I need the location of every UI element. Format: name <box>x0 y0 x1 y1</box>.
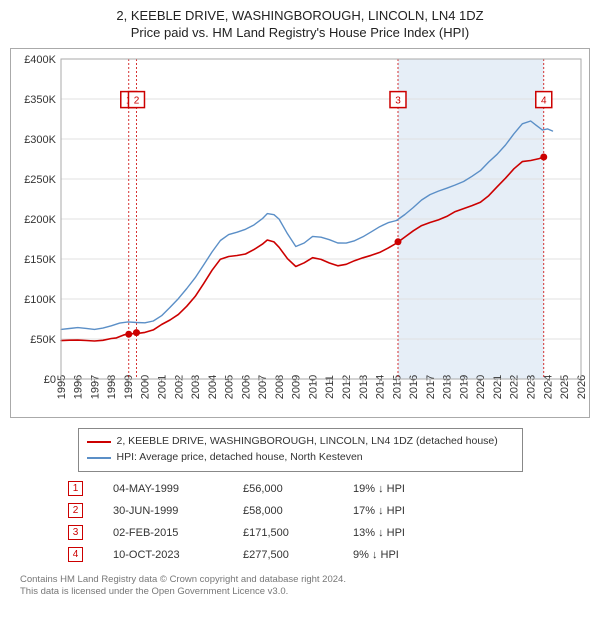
sale-row: 1 04-MAY-1999 £56,000 19% ↓ HPI <box>60 478 540 500</box>
sale-date: 02-FEB-2015 <box>113 527 213 539</box>
svg-text:2013: 2013 <box>358 375 370 399</box>
svg-text:2018: 2018 <box>442 375 454 399</box>
svg-text:3: 3 <box>395 96 401 107</box>
sale-marker: 4 <box>68 547 83 562</box>
svg-text:2023: 2023 <box>526 375 538 399</box>
legend-row-hpi: HPI: Average price, detached house, Nort… <box>87 450 514 466</box>
svg-text:2002: 2002 <box>173 375 185 399</box>
svg-text:2003: 2003 <box>190 375 202 399</box>
svg-text:1998: 1998 <box>106 375 118 399</box>
svg-text:2000: 2000 <box>140 375 152 399</box>
title-line-2: Price paid vs. HM Land Registry's House … <box>10 25 590 40</box>
chart-title-block: 2, KEEBLE DRIVE, WASHINGBOROUGH, LINCOLN… <box>0 0 600 44</box>
svg-text:2019: 2019 <box>458 375 470 399</box>
svg-text:1996: 1996 <box>73 375 85 399</box>
sale-date: 04-MAY-1999 <box>113 483 213 495</box>
svg-text:£200K: £200K <box>24 214 56 226</box>
svg-text:1997: 1997 <box>89 375 101 399</box>
legend-swatch-price <box>87 441 111 443</box>
sale-delta: 19% ↓ HPI <box>353 483 433 495</box>
legend-label-hpi: HPI: Average price, detached house, Nort… <box>117 450 363 466</box>
sale-date: 10-OCT-2023 <box>113 549 213 561</box>
svg-text:2024: 2024 <box>542 375 554 399</box>
sale-price: £277,500 <box>243 549 323 561</box>
svg-text:£100K: £100K <box>24 294 56 306</box>
svg-text:2012: 2012 <box>341 375 353 399</box>
svg-text:£300K: £300K <box>24 134 56 146</box>
svg-text:1995: 1995 <box>56 375 68 399</box>
sale-row: 4 10-OCT-2023 £277,500 9% ↓ HPI <box>60 544 540 566</box>
svg-text:£150K: £150K <box>24 254 56 266</box>
svg-text:1999: 1999 <box>123 375 135 399</box>
sale-delta: 17% ↓ HPI <box>353 505 433 517</box>
sale-delta: 9% ↓ HPI <box>353 549 433 561</box>
svg-text:2005: 2005 <box>224 375 236 399</box>
legend-box: 2, KEEBLE DRIVE, WASHINGBOROUGH, LINCOLN… <box>78 428 523 472</box>
svg-text:2015: 2015 <box>391 375 403 399</box>
svg-text:2006: 2006 <box>240 375 252 399</box>
chart-area: £0 £50K £100K £150K £200K £250K £300K £350K £400… <box>10 48 590 418</box>
svg-text:2017: 2017 <box>425 375 437 399</box>
sale-price: £58,000 <box>243 505 323 517</box>
chart-svg: £0 £50K £100K £150K £200K £250K £300K £350K £400… <box>11 49 591 419</box>
sale-delta: 13% ↓ HPI <box>353 527 433 539</box>
title-line-1: 2, KEEBLE DRIVE, WASHINGBOROUGH, LINCOLN… <box>10 8 590 23</box>
sale-marker: 1 <box>68 481 83 496</box>
svg-text:2025: 2025 <box>559 375 571 399</box>
sale-date: 30-JUN-1999 <box>113 505 213 517</box>
svg-text:2007: 2007 <box>257 375 269 399</box>
svg-text:£50K: £50K <box>30 334 56 346</box>
svg-text:4: 4 <box>541 96 547 107</box>
legend-row-price: 2, KEEBLE DRIVE, WASHINGBOROUGH, LINCOLN… <box>87 434 514 450</box>
svg-text:2014: 2014 <box>375 375 387 399</box>
footer-line-1: Contains HM Land Registry data © Crown c… <box>20 574 580 586</box>
svg-text:2004: 2004 <box>207 375 219 399</box>
svg-text:£0: £0 <box>44 374 56 386</box>
svg-text:£400K: £400K <box>24 54 56 66</box>
svg-text:2009: 2009 <box>291 375 303 399</box>
svg-text:2008: 2008 <box>274 375 286 399</box>
sale-price: £56,000 <box>243 483 323 495</box>
svg-text:£350K: £350K <box>24 94 56 106</box>
sale-marker: 2 <box>68 503 83 518</box>
svg-text:2: 2 <box>134 96 140 107</box>
svg-text:2010: 2010 <box>307 375 319 399</box>
svg-text:2016: 2016 <box>408 375 420 399</box>
sales-table: 1 04-MAY-1999 £56,000 19% ↓ HPI 2 30-JUN-1999… <box>60 478 540 566</box>
footer: Contains HM Land Registry data © Crown c… <box>20 574 580 599</box>
svg-text:2022: 2022 <box>509 375 521 399</box>
legend-label-price: 2, KEEBLE DRIVE, WASHINGBOROUGH, LINCOLN… <box>117 434 498 450</box>
svg-text:2020: 2020 <box>475 375 487 399</box>
footer-line-2: This data is licensed under the Open Gov… <box>20 586 580 598</box>
sale-row: 3 02-FEB-2015 £171,500 13% ↓ HPI <box>60 522 540 544</box>
sale-row: 2 30-JUN-1999 £58,000 17% ↓ HPI <box>60 500 540 522</box>
svg-text:2021: 2021 <box>492 375 504 399</box>
sale-price: £171,500 <box>243 527 323 539</box>
sale-marker: 3 <box>68 525 83 540</box>
svg-text:£250K: £250K <box>24 174 56 186</box>
svg-text:2001: 2001 <box>156 375 168 399</box>
legend-swatch-hpi <box>87 457 111 459</box>
svg-text:2026: 2026 <box>576 375 588 399</box>
